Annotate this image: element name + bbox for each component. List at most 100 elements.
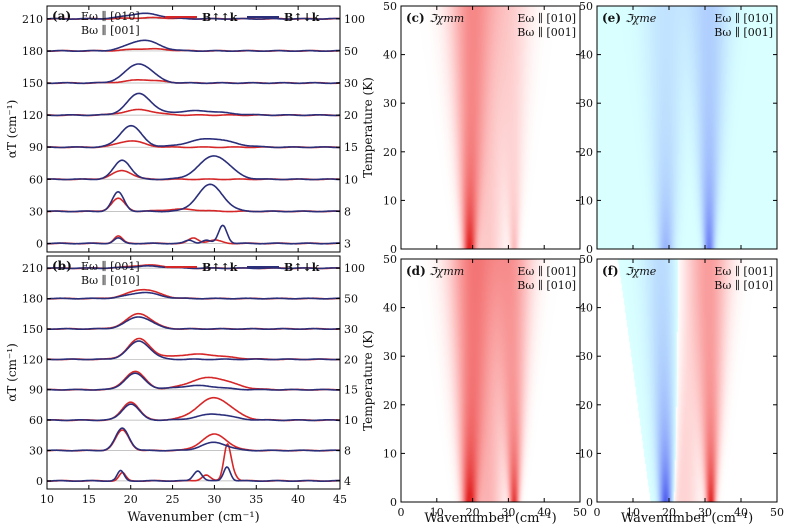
axes-frame [596, 5, 778, 250]
field-label: 15 [344, 141, 358, 154]
y-tick-label: 20 [383, 146, 397, 159]
x-tick-label: 30 [698, 506, 712, 519]
y-tick-label: 30 [29, 205, 43, 218]
panel-label: (b) [52, 259, 72, 273]
panel-d: 0 10 20 30 40 50 0 10 20 30 40 50 Temperature (K) Wav… [361, 253, 587, 526]
x-tick-label: 40 [734, 506, 748, 519]
panel-c: 0 10 20 30 40 50 Temperature (K) (c) ℑχmm Eω ∥ [0… [361, 0, 581, 256]
panel-label: (f) [602, 264, 619, 278]
field-label: 4 [344, 475, 351, 488]
field-label: 15 [344, 384, 358, 397]
x-tick-label: 25 [166, 493, 180, 506]
y-tick-label: 0 [586, 243, 593, 256]
y-tick-label: 10 [383, 194, 397, 207]
series-line [47, 429, 340, 452]
x-tick-label: 20 [124, 493, 138, 506]
y-tick-label: 40 [383, 302, 397, 315]
series-line [47, 155, 340, 181]
x-tick-label: 0 [398, 506, 405, 519]
y-tick-label: 10 [579, 194, 593, 207]
x-tick-label: 50 [770, 506, 784, 519]
y-tick-label: 20 [383, 399, 397, 412]
field-label: 20 [344, 109, 358, 122]
y-tick-label: 210 [22, 13, 43, 26]
y-tick-label: 150 [22, 323, 43, 336]
x-tick-label: 10 [430, 506, 444, 519]
field-label: 100 [344, 262, 365, 275]
x-tick-label: 40 [537, 506, 551, 519]
series-line [47, 466, 340, 482]
y-tick-label: 0 [36, 237, 43, 250]
heatmap-image [597, 259, 777, 502]
legend-pol-e: Eω ∥ [001] [714, 265, 773, 278]
axes-frame [400, 5, 581, 250]
legend-pol-b: Bω ∥ [010] [517, 279, 576, 292]
panel-a: 0 30 60 90 120 150 180 210 3 8 10 15 20 30 50 100 αT (cm… [5, 5, 365, 253]
y-tick-label: 40 [383, 49, 397, 62]
series-line [46, 92, 340, 117]
y-tick-label: 120 [22, 353, 43, 366]
legend-pol-b: Bω ∥ [001] [714, 26, 773, 39]
x-tick-label: 20 [662, 506, 676, 519]
x-tick-label: 0 [594, 506, 601, 519]
y-tick-label: 60 [29, 173, 43, 186]
y-tick-label: 0 [390, 243, 397, 256]
x-tick-label: 35 [249, 493, 263, 506]
y-axis-label: αT (cm⁻¹) [5, 343, 19, 402]
series-line [47, 316, 341, 330]
panel-b: 0 30 60 90 120 150 180 210 4 8 10 15 20 30 50 100 10 15 20… [5, 255, 365, 525]
series-line [47, 372, 340, 391]
y-tick-label: 50 [579, 0, 593, 13]
series-line [47, 63, 340, 85]
y-tick-label: 20 [579, 399, 593, 412]
field-label: 50 [344, 45, 358, 58]
panel-e: 0 10 20 30 40 50 (e) ℑχme Eω ∥ [010]Bω ∥ [001] [579, 0, 778, 256]
axes-frame [596, 258, 778, 503]
x-tick-label: 10 [40, 493, 54, 506]
heatmap-image [401, 259, 580, 502]
y-tick-label: 90 [29, 141, 43, 154]
field-label: 10 [344, 173, 358, 186]
series-line [47, 403, 341, 422]
x-tick-label: 50 [573, 506, 587, 519]
legend-series-blue: B↑↓k [284, 261, 320, 274]
field-label: 3 [344, 237, 351, 250]
quantity-label: ℑχme [625, 12, 657, 25]
y-tick-label: 30 [383, 350, 397, 363]
axes-frame [400, 258, 581, 503]
heatmap-image [401, 6, 580, 249]
series-line [46, 427, 341, 452]
y-tick-label: 60 [29, 414, 43, 427]
y-axis-label: Temperature (K) [361, 330, 375, 431]
x-tick-label: 15 [82, 493, 96, 506]
y-tick-label: 90 [29, 384, 43, 397]
legend-pol-b: Bω ∥ [010] [714, 279, 773, 292]
y-tick-label: 180 [22, 293, 43, 306]
x-tick-label: 45 [333, 493, 347, 506]
series-line [46, 124, 340, 149]
panel-label: (d) [406, 264, 426, 278]
axes-frame [46, 255, 341, 490]
y-tick-label: 30 [29, 445, 43, 458]
x-tick-label: 30 [207, 493, 221, 506]
legend-pol-e: Eω ∥ [010] [714, 12, 773, 25]
y-tick-label: 150 [22, 77, 43, 90]
field-label: 100 [344, 13, 365, 26]
legend-pol-e: Eω ∥ [010] [517, 12, 576, 25]
x-tick-label: 40 [291, 493, 305, 506]
field-label: 8 [344, 205, 351, 218]
y-tick-label: 50 [383, 253, 397, 266]
panel-label: (a) [52, 9, 71, 23]
series-line [46, 340, 340, 361]
series-line [47, 370, 341, 391]
field-label: 8 [344, 445, 351, 458]
y-tick-label: 0 [36, 475, 43, 488]
legend-pol-b: Bω ∥ [001] [81, 24, 140, 37]
x-tick-label: 30 [501, 506, 515, 519]
legend-pol-e: Eω ∥ [010] [81, 10, 140, 23]
legend-series-red: B↑↑k [202, 261, 238, 274]
panel-f: 0 10 20 30 40 50 0 10 20 30 40 50 Wavenumber (cm⁻¹) (… [579, 253, 784, 526]
axes-frame [46, 5, 341, 253]
legend-pol-b: Bω ∥ [001] [517, 26, 576, 39]
